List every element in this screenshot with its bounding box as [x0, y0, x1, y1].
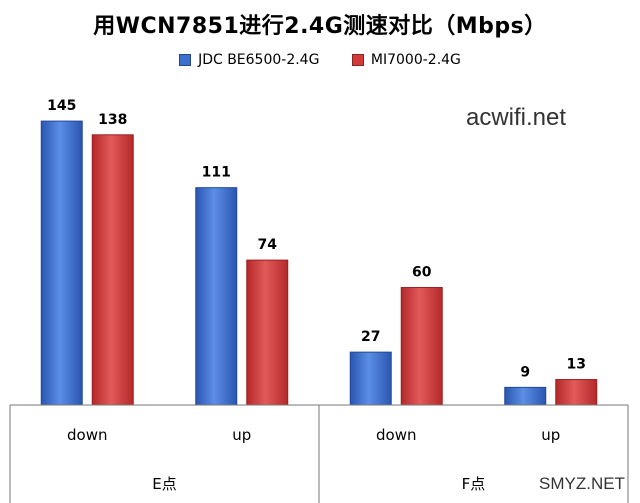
- group-label-0: E点: [152, 475, 176, 493]
- legend-label-series-2: MI7000-2.4G: [370, 52, 461, 68]
- bar-mi7000-2: [400, 287, 443, 406]
- watermark-acwifi: acwifi.net: [466, 104, 567, 131]
- bar-jdc-2: [349, 351, 392, 406]
- data-label-mi7000-0: 138: [98, 112, 127, 128]
- legend-item-series-1: JDC BE6500-2.4G: [179, 52, 319, 68]
- legend-swatch-series-1: [179, 54, 192, 66]
- bar-mi7000-1: [246, 259, 289, 406]
- bar-jdc-0: [40, 120, 83, 406]
- watermark-smyz: SMYZ.NET: [539, 474, 625, 493]
- x-tick-label-0: down: [67, 426, 107, 444]
- data-label-mi7000-3: 13: [567, 357, 586, 373]
- x-tick-label-2: down: [376, 426, 416, 444]
- legend-swatch-series-2: [351, 54, 364, 66]
- x-tick-label-3: up: [541, 426, 560, 444]
- data-label-jdc-3: 9: [520, 364, 530, 380]
- x-tick-label-1: up: [232, 426, 251, 444]
- legend-item-series-2: MI7000-2.4G: [351, 52, 461, 68]
- chart-title: 用WCN7851进行2.4G测速对比（Mbps）: [93, 14, 547, 39]
- bar-jdc-1: [195, 187, 238, 406]
- group-label-1: F点: [462, 475, 486, 493]
- data-label-jdc-2: 27: [361, 329, 380, 345]
- bar-mi7000-0: [91, 134, 134, 406]
- data-label-mi7000-2: 60: [412, 265, 432, 281]
- data-label-mi7000-1: 74: [258, 237, 278, 253]
- data-label-jdc-1: 111: [202, 165, 231, 181]
- bar-jdc-3: [504, 386, 547, 406]
- legend-label-series-1: JDC BE6500-2.4G: [198, 52, 320, 68]
- data-label-jdc-0: 145: [47, 98, 76, 114]
- legend: JDC BE6500-2.4G MI7000-2.4G: [0, 52, 640, 70]
- bar-mi7000-3: [555, 379, 598, 406]
